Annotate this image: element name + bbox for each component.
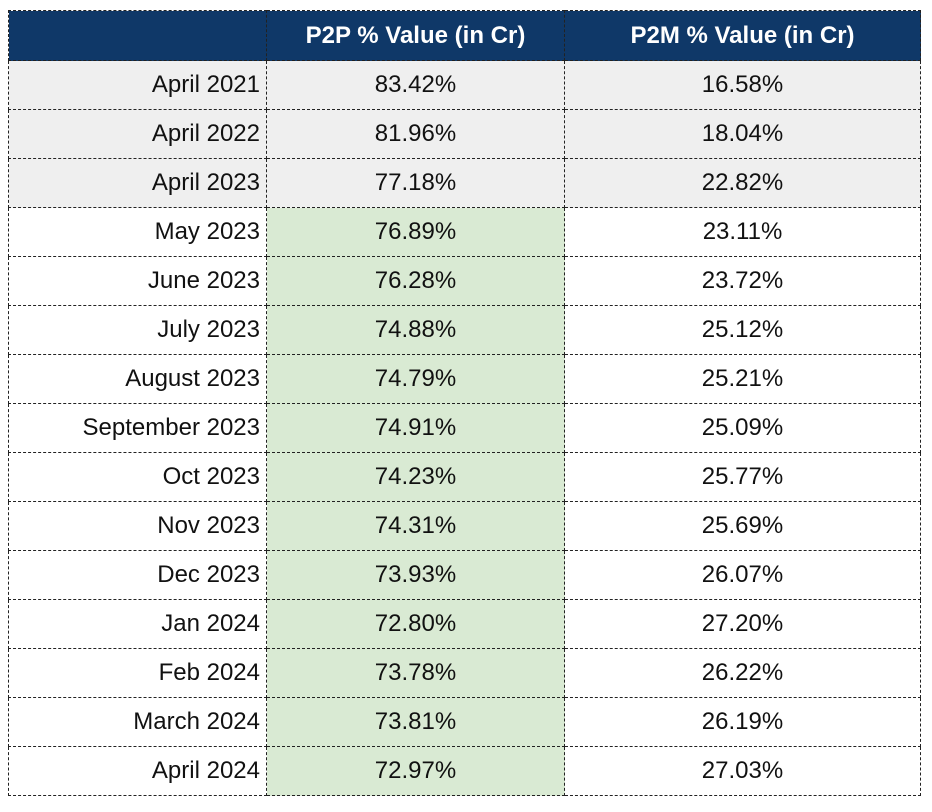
cell-p2m-value: 25.21% xyxy=(564,354,921,404)
table-row: August 2023 74.79% 25.21% xyxy=(8,354,921,404)
table-container: P2P % Value (in Cr) P2M % Value (in Cr) … xyxy=(8,10,921,796)
cell-month: June 2023 xyxy=(8,256,267,306)
cell-p2p-value: 74.91% xyxy=(266,403,565,453)
table-row: July 2023 74.88% 25.12% xyxy=(8,305,921,355)
cell-month: September 2023 xyxy=(8,403,267,453)
cell-p2m-value: 26.19% xyxy=(564,697,921,747)
cell-month: April 2023 xyxy=(8,158,267,208)
cell-month: Nov 2023 xyxy=(8,501,267,551)
cell-p2p-value: 74.31% xyxy=(266,501,565,551)
cell-p2p-value: 72.97% xyxy=(266,746,565,796)
cell-p2p-value: 74.23% xyxy=(266,452,565,502)
cell-p2p-value: 74.79% xyxy=(266,354,565,404)
cell-p2p-value: 76.89% xyxy=(266,207,565,257)
cell-p2m-value: 23.11% xyxy=(564,207,921,257)
cell-p2m-value: 22.82% xyxy=(564,158,921,208)
cell-p2m-value: 25.09% xyxy=(564,403,921,453)
cell-p2m-value: 27.03% xyxy=(564,746,921,796)
cell-month: April 2021 xyxy=(8,60,267,110)
cell-p2p-value: 74.88% xyxy=(266,305,565,355)
cell-month: April 2024 xyxy=(8,746,267,796)
cell-month: July 2023 xyxy=(8,305,267,355)
cell-p2m-value: 26.22% xyxy=(564,648,921,698)
cell-p2p-value: 76.28% xyxy=(266,256,565,306)
cell-p2m-value: 23.72% xyxy=(564,256,921,306)
header-p2p: P2P % Value (in Cr) xyxy=(266,10,565,61)
cell-month: Dec 2023 xyxy=(8,550,267,600)
cell-p2p-value: 81.96% xyxy=(266,109,565,159)
cell-p2p-value: 83.42% xyxy=(266,60,565,110)
cell-p2m-value: 25.12% xyxy=(564,305,921,355)
cell-month: August 2023 xyxy=(8,354,267,404)
cell-p2p-value: 73.93% xyxy=(266,550,565,600)
header-month xyxy=(8,10,267,61)
table-row: September 2023 74.91% 25.09% xyxy=(8,403,921,453)
cell-p2m-value: 27.20% xyxy=(564,599,921,649)
table-row: April 2021 83.42% 16.58% xyxy=(8,60,921,110)
table-row: Feb 2024 73.78% 26.22% xyxy=(8,648,921,698)
upi-share-table: P2P % Value (in Cr) P2M % Value (in Cr) … xyxy=(8,10,921,796)
table-row: April 2023 77.18% 22.82% xyxy=(8,158,921,208)
table-row: June 2023 76.28% 23.72% xyxy=(8,256,921,306)
cell-p2m-value: 26.07% xyxy=(564,550,921,600)
cell-month: Oct 2023 xyxy=(8,452,267,502)
table-row: Dec 2023 73.93% 26.07% xyxy=(8,550,921,600)
cell-month: April 2022 xyxy=(8,109,267,159)
cell-month: March 2024 xyxy=(8,697,267,747)
cell-p2m-value: 25.77% xyxy=(564,452,921,502)
table-row: April 2022 81.96% 18.04% xyxy=(8,109,921,159)
cell-p2m-value: 25.69% xyxy=(564,501,921,551)
cell-p2m-value: 16.58% xyxy=(564,60,921,110)
cell-p2p-value: 73.81% xyxy=(266,697,565,747)
table-row: Nov 2023 74.31% 25.69% xyxy=(8,501,921,551)
cell-month: May 2023 xyxy=(8,207,267,257)
table-row: Jan 2024 72.80% 27.20% xyxy=(8,599,921,649)
table-row: April 2024 72.97% 27.03% xyxy=(8,746,921,796)
cell-p2p-value: 73.78% xyxy=(266,648,565,698)
header-row: P2P % Value (in Cr) P2M % Value (in Cr) xyxy=(8,10,921,61)
table-row: May 2023 76.89% 23.11% xyxy=(8,207,921,257)
table-row: March 2024 73.81% 26.19% xyxy=(8,697,921,747)
cell-p2p-value: 72.80% xyxy=(266,599,565,649)
cell-month: Jan 2024 xyxy=(8,599,267,649)
table-body: April 2021 83.42% 16.58% April 2022 81.96% 18… xyxy=(8,60,921,796)
cell-p2p-value: 77.18% xyxy=(266,158,565,208)
header-p2m: P2M % Value (in Cr) xyxy=(564,10,921,61)
table-header: P2P % Value (in Cr) P2M % Value (in Cr) xyxy=(8,10,921,61)
table-row: Oct 2023 74.23% 25.77% xyxy=(8,452,921,502)
cell-p2m-value: 18.04% xyxy=(564,109,921,159)
cell-month: Feb 2024 xyxy=(8,648,267,698)
